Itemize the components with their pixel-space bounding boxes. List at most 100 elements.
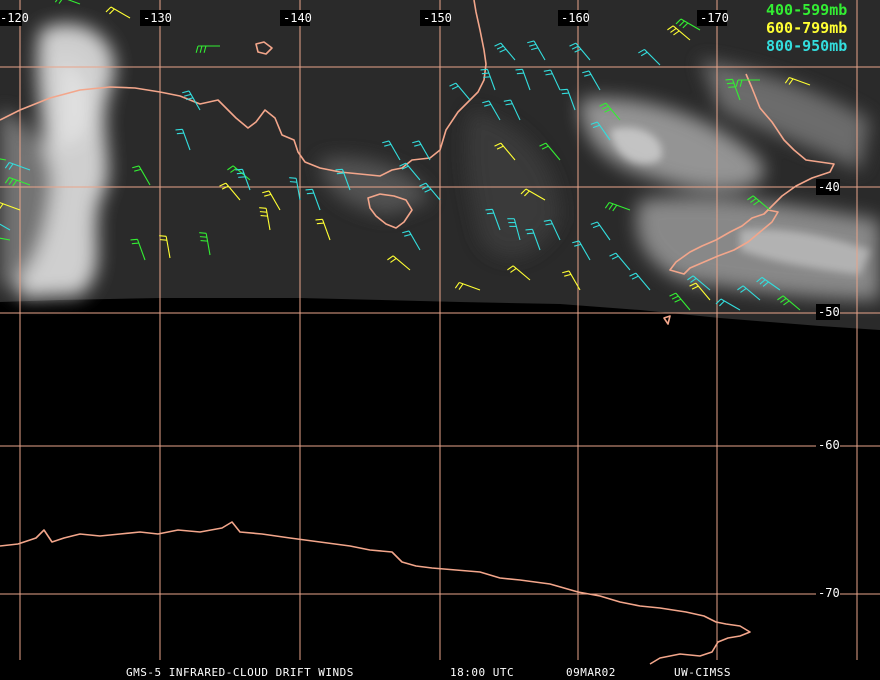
wind-barb: [494, 142, 516, 161]
footer-product: GMS-5 INFRARED-CLOUD DRIFT WINDS: [126, 666, 354, 679]
lat-label-40: -40: [818, 180, 840, 194]
wind-barb: [756, 276, 781, 291]
footer-caption: GMS-5 INFRARED-CLOUD DRIFT WINDS 18:00 U…: [126, 666, 731, 679]
wind-barb: [689, 282, 711, 301]
wind-barb: [454, 281, 481, 291]
wind-barb: [132, 165, 151, 186]
legend-600-799mb: 600-799mb: [766, 19, 847, 37]
wind-barb: [399, 162, 421, 181]
wind-barb: [560, 88, 576, 111]
wind-barb: [485, 208, 501, 231]
wind-barb: [543, 69, 561, 91]
wind-barb: [737, 285, 761, 301]
wind-barb: [305, 188, 321, 211]
antarctica-coastline: [0, 521, 751, 665]
wind-barb: [159, 235, 171, 259]
wind-barb: [315, 218, 331, 241]
wind-barb: [667, 25, 691, 41]
wind-barb: [289, 177, 301, 201]
wind-barb: [105, 6, 131, 19]
wind-barb: [219, 182, 241, 201]
wind-barb: [569, 42, 591, 61]
wind-barb: [482, 100, 501, 121]
wind-barb: [182, 90, 201, 111]
wind-barb: [604, 201, 631, 212]
wind-barb: [0, 158, 7, 161]
wind-barbs-400-599mb: [0, 0, 801, 311]
lon-label-150: -150: [423, 11, 452, 25]
legend-800-950mb: 800-950mb: [766, 37, 847, 55]
wind-barb: [0, 202, 21, 211]
wind-barb: [235, 168, 251, 191]
wind-barb: [199, 232, 211, 256]
legend-400-599mb: 400-599mb: [766, 1, 847, 19]
wind-barb: [4, 176, 31, 187]
wind-barb: [494, 42, 516, 61]
lat-label-50: -50: [818, 305, 840, 319]
pressure-legend: 400-599mb 600-799mb 800-950mb: [766, 1, 847, 55]
wind-barb: [539, 142, 561, 161]
wind-barb: [543, 219, 561, 241]
wind-barb: [527, 40, 546, 61]
lon-label-130: -130: [143, 11, 172, 25]
south-island-coastline: [669, 209, 779, 275]
lon-label-160: -160: [561, 11, 590, 25]
wind-barb: [335, 168, 351, 191]
wind-barb: [0, 223, 11, 231]
lon-label-120: -120: [0, 11, 29, 25]
wind-barb: [687, 275, 711, 291]
wind-barbs-600-799mb: [0, 6, 811, 301]
wind-barb: [449, 82, 471, 101]
wind-barb: [175, 128, 191, 151]
wind-barb: [777, 295, 801, 311]
wind-barb: [582, 70, 601, 91]
wind-barb: [520, 188, 546, 201]
wind-barb: [629, 272, 651, 291]
wind-barb: [412, 140, 431, 161]
lat-label-60: -60: [818, 438, 840, 452]
wind-barb: [259, 207, 271, 231]
wind-barb: [419, 182, 441, 201]
wind-barb: [590, 121, 611, 141]
wind-barb: [572, 240, 591, 261]
wind-barb: [262, 190, 281, 211]
wind-barb: [562, 270, 581, 291]
north-island-coastline: [745, 73, 835, 215]
wind-barb: [503, 99, 521, 121]
wind-barb: [507, 265, 531, 281]
wind-barb: [590, 221, 611, 241]
lon-label-170: -170: [700, 11, 729, 25]
stewart-island-coastline: [663, 315, 671, 325]
wind-barb: [669, 292, 691, 311]
longitude-labels: -120 -130 -140 -150 -160 -170: [0, 10, 729, 26]
wind-barb: [715, 298, 741, 311]
wind-barb: [4, 161, 31, 171]
wind-barb: [609, 252, 631, 271]
wind-barb: [507, 218, 521, 241]
coastlines: [0, 0, 835, 665]
lon-label-140: -140: [283, 11, 312, 25]
footer-time: 18:00 UTC: [450, 666, 514, 679]
wind-barb: [784, 76, 811, 86]
lat-label-70: -70: [818, 586, 840, 600]
tasmania-coastline: [367, 193, 413, 229]
wind-barb: [675, 18, 701, 31]
footer-source: UW-CIMSS: [674, 666, 731, 679]
wind-barb: [525, 228, 541, 251]
wind-barb: [195, 45, 220, 53]
wind-barb: [638, 48, 661, 66]
wind-barb: [735, 79, 760, 87]
wind-barb: [515, 68, 531, 91]
australia-islands: [255, 41, 273, 55]
wind-barb: [387, 255, 411, 271]
wind-barb: [599, 102, 621, 121]
australia-coastline: [0, 0, 487, 177]
footer-date: 09MAR02: [566, 666, 616, 679]
latitude-labels: -40 -50 -60 -70: [816, 179, 840, 601]
wind-barb: [747, 195, 771, 211]
wind-barbs-800-950mb: [0, 40, 781, 311]
wind-barb: [725, 78, 741, 101]
wind-barb: [402, 230, 421, 251]
wind-barb: [480, 68, 496, 91]
